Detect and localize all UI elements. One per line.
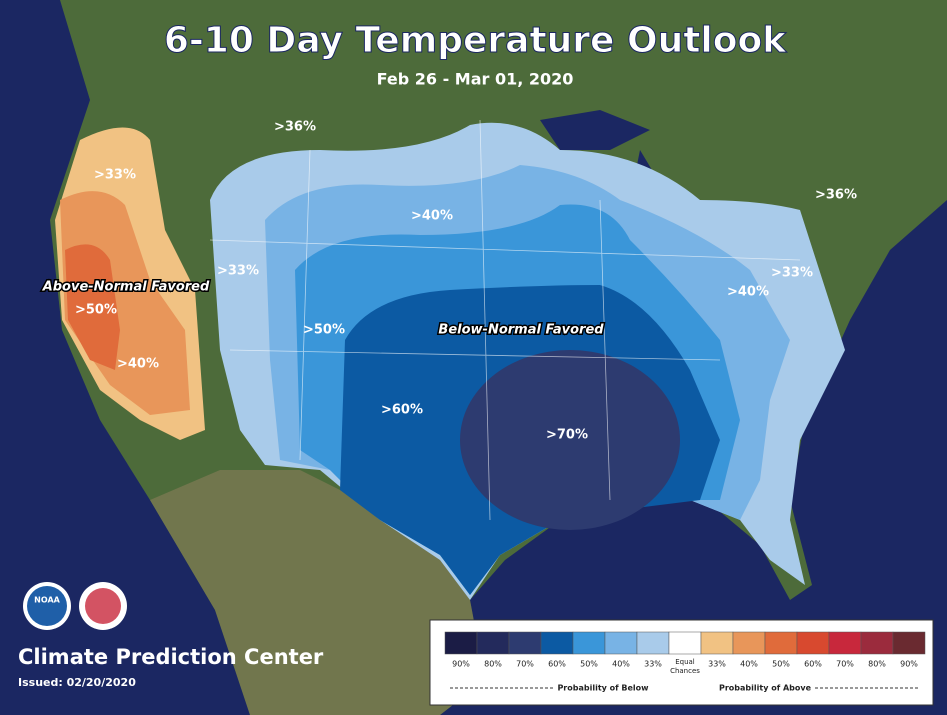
map-label: >36% <box>274 120 316 135</box>
legend-label: 40% <box>740 660 758 669</box>
map-label: >36% <box>815 188 857 203</box>
legend-swatch <box>604 631 638 655</box>
subtitle: Feb 26 - Mar 01, 2020 <box>377 70 574 89</box>
region-label: Below-Normal Favored <box>438 323 604 338</box>
legend-swatch <box>764 631 798 655</box>
logo-disc <box>27 586 67 626</box>
title: 6-10 Day Temperature Outlook <box>164 20 787 61</box>
legend-caption-below: Probability of Below <box>557 684 649 693</box>
legend-swatch <box>508 631 542 655</box>
region-label: Above-Normal Favored <box>42 280 210 295</box>
legend-swatch <box>732 631 766 655</box>
legend-swatch <box>572 631 606 655</box>
map-label: >33% <box>217 264 259 279</box>
legend-caption-above: Probability of Above <box>719 684 812 693</box>
legend-label: 60% <box>804 660 822 669</box>
map-label: >70% <box>546 428 588 443</box>
legend-swatch <box>796 631 830 655</box>
legend-label: 80% <box>484 660 502 669</box>
map-label: >33% <box>94 168 136 183</box>
legend-swatch <box>636 631 670 655</box>
map-label: >33% <box>771 266 813 281</box>
legend-label: 33% <box>644 660 662 669</box>
legend-swatch <box>828 631 862 655</box>
legend-swatch <box>444 631 478 655</box>
legend-swatch <box>540 631 574 655</box>
legend-swatch <box>700 631 734 655</box>
issued-date: Issued: 02/20/2020 <box>18 676 136 689</box>
zone-above-50 <box>65 244 120 370</box>
legend-equal: Equal <box>675 658 695 666</box>
legend-label: 70% <box>516 660 534 669</box>
legend-swatch <box>860 631 894 655</box>
state-borders <box>209 119 801 521</box>
map-label: >40% <box>117 357 159 372</box>
legend-label: 70% <box>836 660 854 669</box>
legend-label: 50% <box>580 660 598 669</box>
zone-70 <box>460 350 680 530</box>
nws-logo-inner <box>85 588 121 624</box>
legend-swatch <box>668 631 702 655</box>
legend-swatch <box>892 631 926 655</box>
org-name: Climate Prediction Center <box>18 645 324 669</box>
legend-label: 90% <box>452 660 470 669</box>
legend-label: 80% <box>868 660 886 669</box>
legend-label: 33% <box>708 660 726 669</box>
map-label: >40% <box>411 209 453 224</box>
map-label: >40% <box>727 285 769 300</box>
legend-label: 50% <box>772 660 790 669</box>
map-label: >60% <box>381 403 423 418</box>
legend-label: 60% <box>548 660 566 669</box>
legend-label: 40% <box>612 660 630 669</box>
legend-label: 90% <box>900 660 918 669</box>
legend-equal: Chances <box>670 667 700 675</box>
map-label: >50% <box>75 303 117 318</box>
map-label: >50% <box>303 323 345 338</box>
noaa-logo: NOAA <box>23 582 127 630</box>
logo-text: NOAA <box>34 596 60 605</box>
legend-swatch <box>476 631 510 655</box>
